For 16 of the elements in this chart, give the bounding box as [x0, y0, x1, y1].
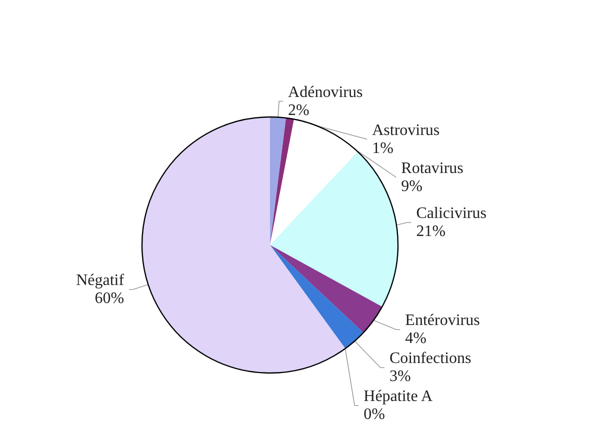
data-label: 2%: [288, 102, 310, 119]
data-label: 21%: [416, 222, 446, 240]
slice-label: Coinfections: [389, 350, 472, 368]
data-label: 1%: [372, 140, 394, 157]
data-label: 60%: [94, 290, 124, 307]
slice-label: Négatif: [76, 272, 125, 289]
data-label: 4%: [405, 330, 427, 348]
slice-label: Calicivirus: [416, 204, 486, 222]
slice-label: Astrovirus: [372, 122, 440, 139]
data-label: 3%: [389, 368, 411, 386]
slice-label: Rotavirus: [401, 160, 464, 177]
data-label: 9%: [401, 178, 423, 195]
slice-label: Adénovirus: [288, 84, 363, 101]
category-label: Hépatite A: [364, 388, 433, 406]
slice-label: Entérovirus: [405, 312, 480, 330]
text: 0%: [364, 406, 385, 424]
